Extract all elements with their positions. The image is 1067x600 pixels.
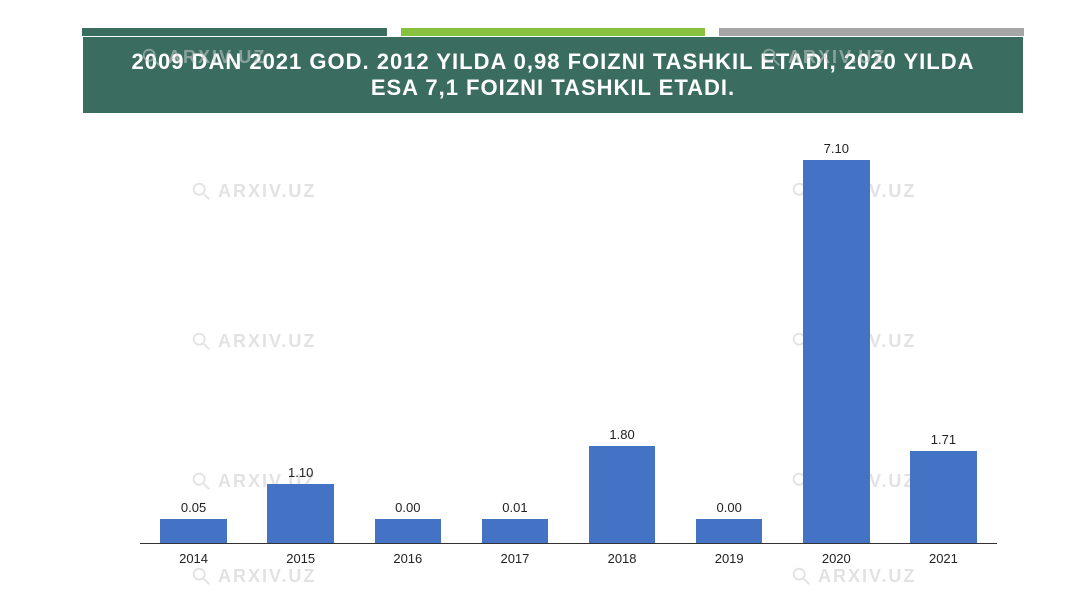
bar-value-label: 0.00 bbox=[395, 500, 420, 515]
bar-slot: 0.00 bbox=[696, 500, 762, 543]
bar-slot: 1.80 bbox=[589, 427, 655, 543]
bar bbox=[375, 519, 441, 543]
bar-value-label: 0.00 bbox=[717, 500, 742, 515]
x-tick-label: 2014 bbox=[179, 551, 208, 566]
stripe-3 bbox=[719, 28, 1024, 36]
bar bbox=[803, 160, 869, 543]
chart-plot: 0.051.100.000.011.800.007.101.71 bbox=[140, 150, 997, 544]
bar bbox=[696, 519, 762, 543]
x-tick-label: 2017 bbox=[500, 551, 529, 566]
title-banner: 2009 DAN 2021 GOD. 2012 YILDA 0,98 FOIZN… bbox=[82, 36, 1024, 114]
x-axis: 2014 2015 2016 2017 2018 2019 2020 2021 bbox=[140, 548, 997, 570]
x-tick-label: 2016 bbox=[393, 551, 422, 566]
bar-value-label: 1.80 bbox=[609, 427, 634, 442]
bar-value-label: 7.10 bbox=[824, 141, 849, 156]
bar bbox=[589, 446, 655, 543]
bar-chart: 0.051.100.000.011.800.007.101.71 2014201… bbox=[140, 150, 997, 570]
top-stripes bbox=[82, 28, 1024, 36]
bar-value-label: 1.71 bbox=[931, 432, 956, 447]
x-tick-label: 2020 bbox=[822, 551, 851, 566]
bar-value-label: 1.10 bbox=[288, 465, 313, 480]
bar-slot: 0.00 bbox=[375, 500, 441, 543]
bar-slot: 0.01 bbox=[482, 500, 548, 543]
bar-slot: 0.05 bbox=[160, 500, 226, 543]
stripe-2 bbox=[401, 28, 706, 36]
bar-slot: 1.10 bbox=[267, 465, 333, 543]
bar bbox=[910, 451, 976, 543]
bar-slot: 1.71 bbox=[910, 432, 976, 543]
bar bbox=[160, 519, 226, 543]
bar-value-label: 0.01 bbox=[502, 500, 527, 515]
bar bbox=[267, 484, 333, 543]
x-tick-label: 2021 bbox=[929, 551, 958, 566]
bar-value-label: 0.05 bbox=[181, 500, 206, 515]
x-tick-label: 2019 bbox=[715, 551, 744, 566]
bar bbox=[482, 519, 548, 543]
x-tick-label: 2018 bbox=[608, 551, 637, 566]
bar-slot: 7.10 bbox=[803, 141, 869, 543]
title-text: 2009 DAN 2021 GOD. 2012 YILDA 0,98 FOIZN… bbox=[113, 49, 993, 101]
stripe-1 bbox=[82, 28, 387, 36]
x-tick-label: 2015 bbox=[286, 551, 315, 566]
